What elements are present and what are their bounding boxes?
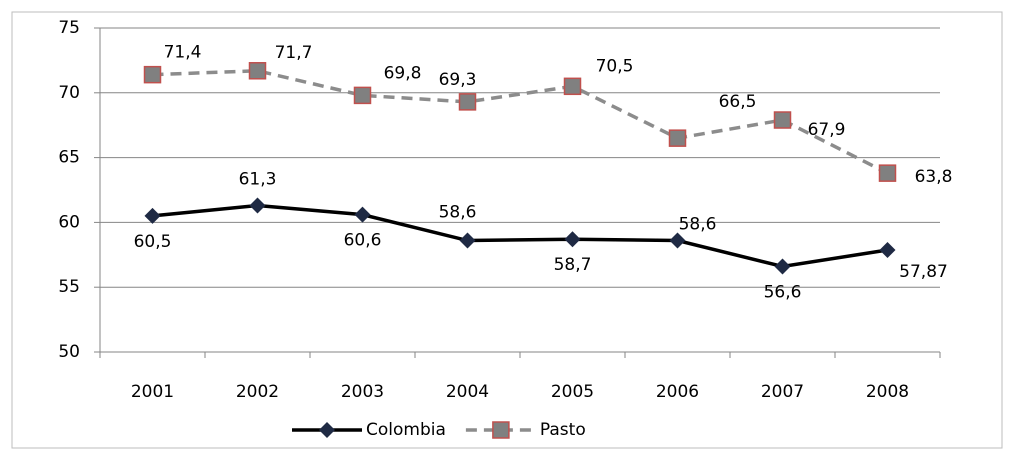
data-label: 63,8 [915,167,953,187]
chart-frame [11,11,1003,449]
data-point [458,93,477,111]
data-point [774,258,791,275]
x-tick-label: 2003 [341,382,384,402]
data-label: 60,6 [344,231,382,251]
data-label: 58,6 [439,203,477,223]
x-tick-label: 2007 [761,382,804,402]
legend-marker [492,421,510,439]
data-point [459,232,476,249]
data-point [144,207,161,224]
data-label: 58,7 [554,255,592,275]
data-point [564,231,581,248]
x-tick-label: 2008 [866,382,909,402]
data-point [773,111,792,129]
series-line [152,69,889,175]
data-label: 61,3 [239,170,277,190]
data-label: 70,5 [596,56,634,76]
data-point [668,129,687,147]
data-label: 60,5 [134,232,172,252]
data-point [878,164,897,182]
data-label: 71,4 [164,43,202,63]
y-tick-label: 70 [58,83,80,103]
data-label: 69,3 [439,70,477,90]
x-tick-label: 2005 [551,382,594,402]
data-point [563,77,582,96]
data-label: 71,7 [275,43,313,63]
data-point [353,86,372,105]
data-point [143,65,162,84]
data-point [249,197,266,214]
data-point [669,232,686,249]
legend-label: Pasto [540,420,586,440]
x-tick-label: 2004 [446,382,489,402]
series-line [152,203,888,269]
legend-label: Colombia [366,420,446,440]
y-tick-label: 60 [58,212,80,232]
x-tick-label: 2006 [656,382,699,402]
data-label: 66,5 [719,92,757,112]
data-point [879,242,896,259]
data-label: 57,87 [899,262,948,282]
x-tick-label: 2002 [236,382,279,402]
legend-marker [319,422,335,438]
data-label: 67,9 [808,120,846,140]
y-tick-label: 65 [58,148,80,168]
y-tick-label: 55 [58,277,80,297]
data-point [354,206,371,223]
data-point [248,62,267,80]
data-label: 69,8 [384,63,422,83]
y-tick-label: 75 [58,18,80,38]
data-label: 58,6 [679,215,717,235]
data-label: 56,6 [764,282,802,302]
y-tick-label: 50 [58,342,80,362]
x-tick-label: 2001 [131,382,174,402]
